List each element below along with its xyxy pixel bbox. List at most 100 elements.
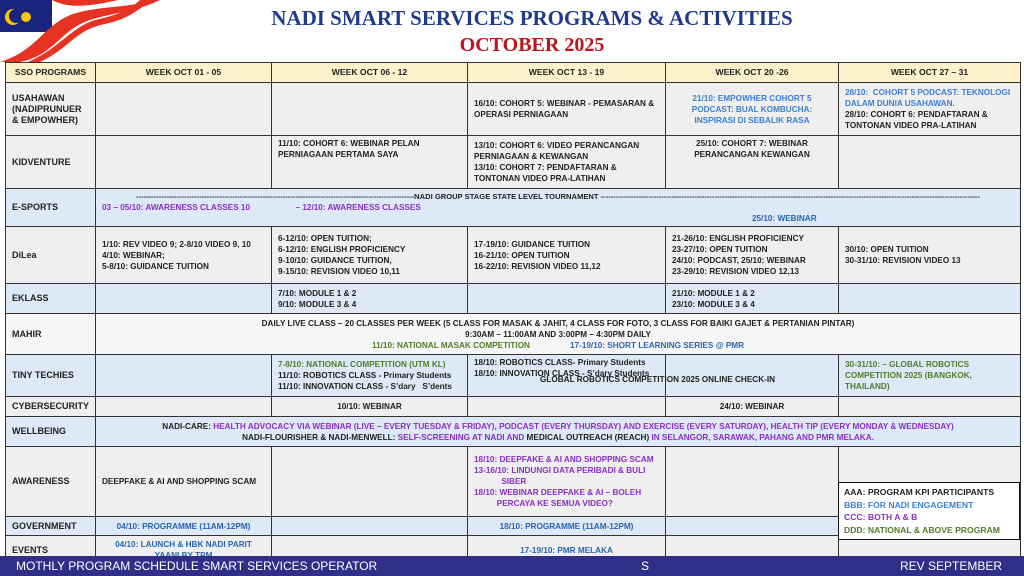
activity-text: 11/10: INNOVATION CLASS - S’dary S’dents (278, 382, 452, 391)
activity-text: 18/10: INNOVATION CLASS - S’dary Student… (474, 369, 650, 378)
activity-text: 7-8/10: NATIONAL COMPETITION (UTM KL) (278, 360, 446, 369)
activity-text: 17-19/10: SHORT LEARNING SERIES @ PMR (569, 340, 745, 350)
schedule-cell: 30-31/10: – GLOBAL ROBOTICS COMPETITION … (838, 354, 1021, 397)
activity-text: 16-22/10: REVISION VIDEO 11,12 (474, 261, 601, 271)
page-subtitle: OCTOBER 2025 (459, 34, 605, 56)
column-header: WEEK OCT 13 - 19 (467, 62, 666, 83)
malaysia-flag-logo (0, 0, 160, 62)
activity-text: 21-26/10: ENGLISH PROFICIENCY (672, 234, 804, 243)
activity-text: NADI-CARE: (162, 421, 214, 431)
activity-text: DAILY LIVE CLASS – 20 CLASSES PER WEEK (… (261, 318, 855, 328)
activity-text: 28/10: COHORT 5 PODCAST: TEKNOLOGI DALAM… (845, 88, 1013, 108)
program-label: USAHAWAN (NADIPRUNUER & EMPOWHER) (5, 82, 96, 136)
table-row: EKLASS 7/10: MODULE 1 & 2 9/10: MODULE 3 &… (5, 283, 1021, 314)
activity-text: 21/10: MODULE 1 & 2 (672, 288, 755, 298)
activity-text: 5-8/10: GUIDANCE TUITION (102, 261, 209, 271)
schedule-cell (838, 283, 1021, 314)
activity-text: 03 – 05/10: AWARENESS CLASSES 10 – 12/10… (102, 203, 421, 212)
activity-text: 11/10: ROBOTICS CLASS - Primary Students (278, 371, 452, 380)
legend-item: BBB: FOR NADI ENGAGEMENT (844, 499, 974, 510)
table-row: MAHIR DAILY LIVE CLASS – 20 CLASSES PER W… (5, 313, 1021, 355)
schedule-cell: 30/10: OPEN TUITION 30-31/10: REVISION VI… (838, 226, 1021, 284)
page-title: NADI SMART SERVICES PROGRAMS & ACTIVITIE… (271, 6, 793, 30)
schedule-cell: 6-12/10: OPEN TUITION; 6-12/10: ENGLISH P… (271, 226, 468, 284)
schedule-cell (271, 446, 468, 517)
footer-bar: MOTHLY PROGRAM SCHEDULE SMART SERVICES O… (0, 556, 1024, 576)
legend-item: CCC: BOTH A & B (844, 512, 918, 522)
schedule-cell (95, 354, 272, 397)
schedule-cell: 10/10: WEBINAR (271, 396, 468, 417)
schedule-cell (838, 396, 1021, 417)
footer-right: REV SEPTEMBER (899, 559, 1002, 573)
schedule-cell: 17-19/10: GUIDANCE TUITION 16-21/10: OPEN… (467, 226, 666, 284)
schedule-cell: 25/10: COHORT 7: WEBINAR PERANCANGAN KEW… (665, 135, 839, 189)
activity-text: 9-15/10: REVISION VIDEO 10,11 (278, 267, 400, 276)
table-row: CYBERSECURITY 10/10: WEBINAR 24/10: WEBINA… (5, 396, 1021, 417)
schedule-cell: 7/10: MODULE 1 & 2 9/10: MODULE 3 & 4 (271, 283, 468, 314)
activity-text: 24/10: WEBINAR (719, 402, 785, 411)
legend-item: DDD: NATIONAL & ABOVE PROGRAM (844, 524, 1000, 535)
activity-text: 18/10: DEEPFAKE & AI AND SHOPPING SCAM (474, 455, 654, 464)
activity-text: 25/10: WEBINAR (752, 214, 817, 223)
program-label: EKLASS (5, 283, 96, 314)
activity-text: 17-19/10: PMR MELAKA (520, 545, 613, 555)
activity-text: 13/10: COHORT 6: VIDEO PERANCANGAN PERNI… (474, 141, 642, 161)
schedule-cell: 18/10: PROGRAMME (11AM-12PM) (467, 516, 666, 536)
table-row: DiLea 1/10: REV VIDEO 9; 2-8/10 VIDEO 9, … (5, 226, 1021, 284)
column-header: WEEK OCT 01 - 05 (95, 62, 272, 83)
schedule-cell: 18/10: DEEPFAKE & AI AND SHOPPING SCAM 13… (467, 446, 666, 517)
tournament-text: NADI GROUP STAGE STATE LEVEL TOURNAMENT (414, 192, 599, 201)
activity-text: 9-10/10: GUIDANCE TUITION, (278, 256, 392, 265)
schedule-cell: DAILY LIVE CLASS – 20 CLASSES PER WEEK (… (95, 313, 1021, 355)
schedule-cell: 24/10: WEBINAR (665, 396, 839, 417)
activity-text: 13-16/10: LINDUNGI DATA PERIBADI & BULI … (474, 466, 646, 486)
schedule-cell (95, 283, 272, 314)
activity-text: DEEPFAKE & AI AND SHOPPING SCAM (102, 477, 257, 486)
schedule-cell (665, 446, 839, 517)
schedule-cell (271, 516, 468, 536)
header-row: SSO PROGRAMS WEEK OCT 01 - 05 WEEK OCT 06 … (5, 62, 1021, 83)
activity-text: 23-27/10: OPEN TUITION (672, 245, 768, 254)
schedule-cell: 28/10: COHORT 5 PODCAST: TEKNOLOGI DALAM… (838, 82, 1021, 136)
schedule-cell: 04/10: PROGRAMME (11AM-12PM) (95, 516, 272, 536)
program-label: KIDVENTURE (5, 135, 96, 189)
schedule-cell: 21/10: EMPOWHER COHORT 5 PODCAST: BUAL K… (665, 82, 839, 136)
schedule-table: SSO PROGRAMS WEEK OCT 01 - 05 WEEK OCT 06 … (5, 62, 1021, 565)
table-row: USAHAWAN (NADIPRUNUER & EMPOWHER) 16/10: … (5, 82, 1021, 136)
activity-text: MEDICAL OUTREACH (REACH) (526, 432, 652, 442)
column-header: WEEK OCT 06 - 12 (271, 62, 468, 83)
legend-item: AAA: PROGRAM KPI PARTICIPANTS (844, 487, 995, 497)
schedule-cell: 13/10: COHORT 6: VIDEO PERANCANGAN PERNI… (467, 135, 666, 189)
column-header: SSO PROGRAMS (5, 62, 96, 83)
activity-text: SELF-SCREENING AT NADI AND (397, 432, 527, 442)
schedule-cell: 18/10: ROBOTICS CLASS- Primary Students 1… (467, 354, 666, 397)
tiny-techies-overlay-text: GLOBAL ROBOTICS COMPETITION 2025 ONLINE … (540, 375, 776, 384)
schedule-cell (95, 135, 272, 189)
program-label: AWARENESS (5, 446, 96, 517)
schedule-cell: 1/10: REV VIDEO 9; 2-8/10 VIDEO 9, 10 4/1… (95, 226, 272, 284)
activity-text: 18/10: PROGRAMME (11AM-12PM) (499, 521, 634, 531)
activity-text: 6-12/10: OPEN TUITION; (278, 234, 372, 243)
column-header: WEEK OCT 27 – 31 (838, 62, 1021, 83)
schedule-cell: 11/10: COHORT 6: WEBINAR PELAN PERNIAGAA… (271, 135, 468, 189)
activity-text: 7/10: MODULE 1 & 2 (278, 288, 357, 298)
program-label: TINY TECHIES (5, 354, 96, 397)
activity-text: 1/10: REV VIDEO 9; 2-8/10 VIDEO 9, 10 (102, 239, 251, 249)
program-label: GOVERNMENT (5, 516, 96, 536)
table-row: KIDVENTURE 11/10: COHORT 6: WEBINAR PELAN… (5, 135, 1021, 189)
schedule-cell (467, 396, 666, 417)
legend-box: AAA: PROGRAM KPI PARTICIPANTS BBB: FOR NA… (838, 482, 1020, 540)
activity-text: HEALTH ADVOCACY VIA WEBINAR (LIVE – EVER… (213, 421, 954, 431)
schedule-cell (271, 82, 468, 136)
activity-text: 16/10: COHORT 5: WEBINAR - PEMASARAN & O… (474, 99, 657, 119)
activity-text: 16-21/10: OPEN TUITION (474, 250, 570, 260)
schedule-cell: 21-26/10: ENGLISH PROFICIENCY 23-27/10: O… (665, 226, 839, 284)
activity-text: 18/10: WEBINAR DEEPFAKE & AI – BOLEH PER… (474, 488, 642, 508)
table-row: AWARENESS DEEPFAKE & AI AND SHOPPING SCAM… (5, 446, 1021, 517)
schedule-cell (95, 82, 272, 136)
activity-text: 11/10: COHORT 6: WEBINAR PELAN PERNIAGAA… (278, 139, 422, 159)
schedule-cell: 16/10: COHORT 5: WEBINAR - PEMASARAN & O… (467, 82, 666, 136)
schedule-cell (665, 354, 839, 397)
activity-text: 23/10: MODULE 3 & 4 (672, 299, 755, 309)
activity-text: 13/10: COHORT 7: PENDAFTARAN & TONTONAN … (474, 163, 619, 183)
